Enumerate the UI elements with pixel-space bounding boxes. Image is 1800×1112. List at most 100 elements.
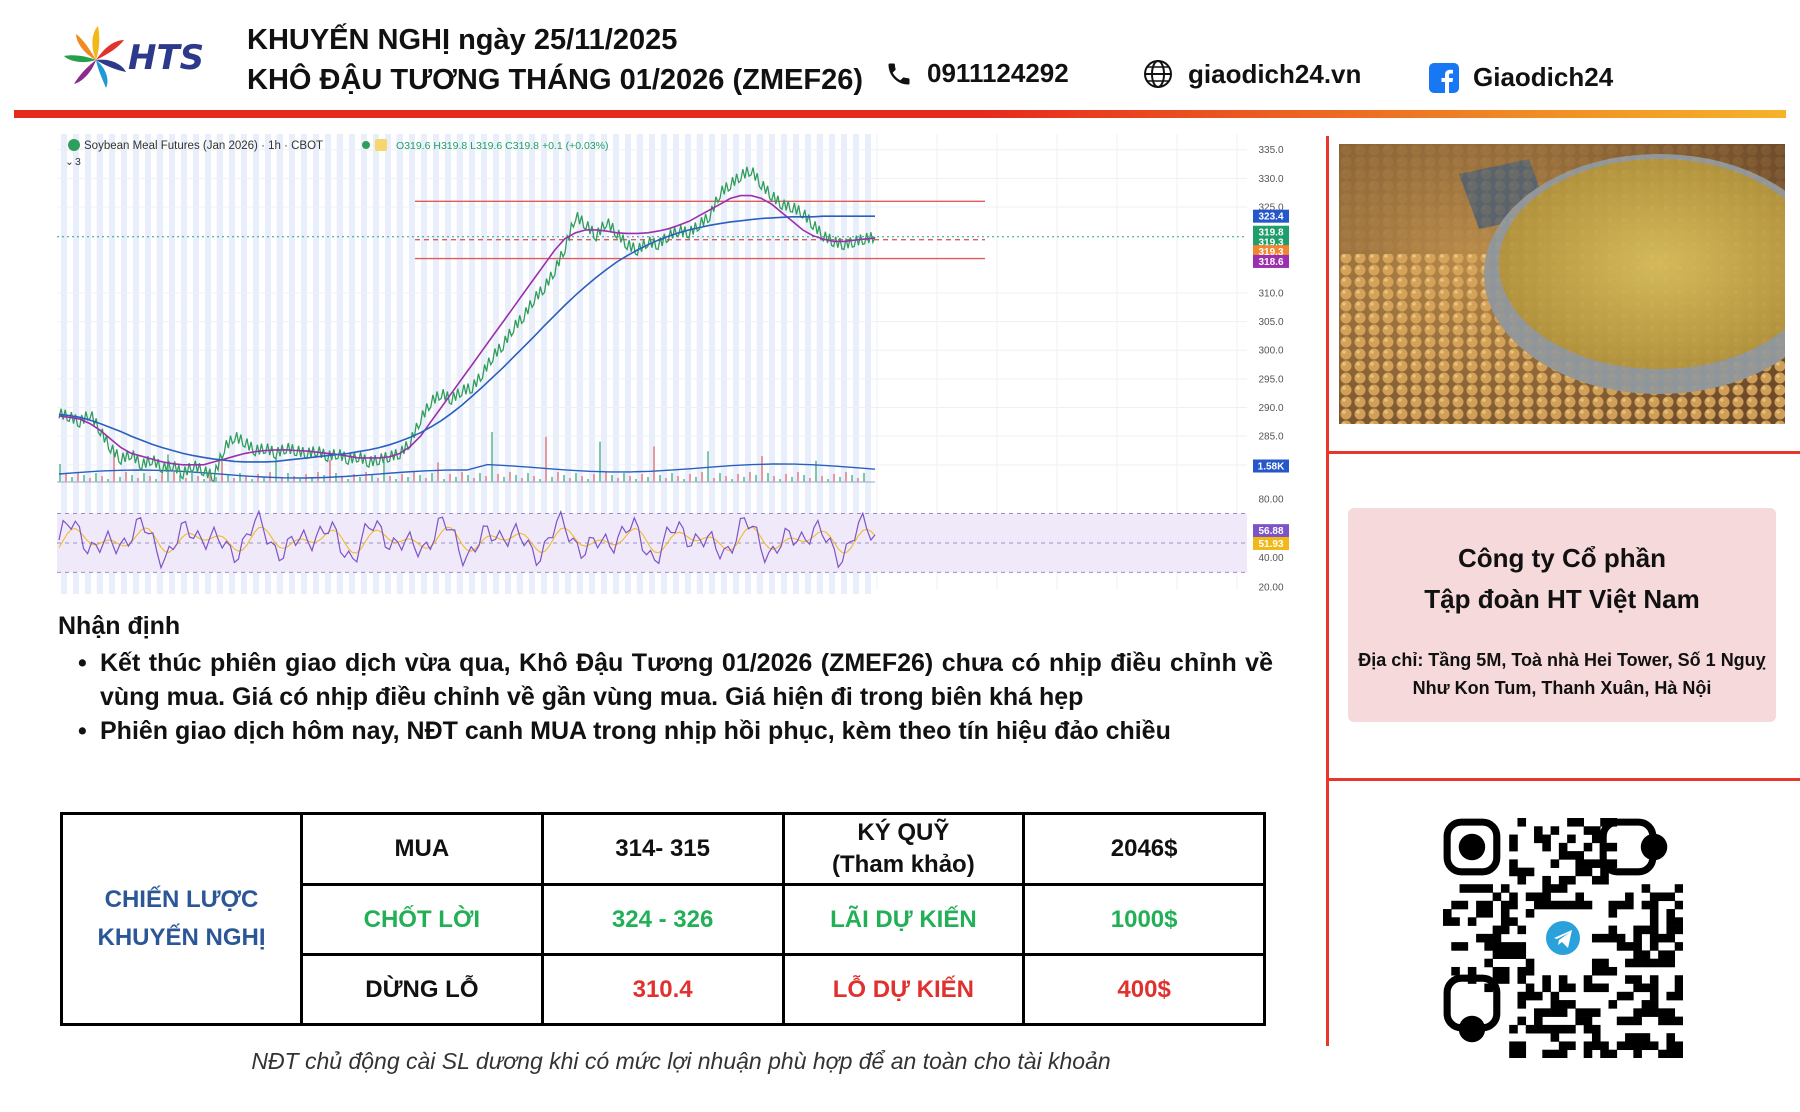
qr-module bbox=[1509, 917, 1518, 926]
phone-contact[interactable]: 0911124292 bbox=[885, 58, 1069, 89]
qr-module bbox=[1625, 942, 1634, 951]
volume-bar bbox=[737, 474, 739, 482]
session-band bbox=[505, 134, 511, 594]
volume-bar bbox=[239, 473, 241, 482]
facebook-contact[interactable]: Giaodich24 bbox=[1429, 62, 1613, 93]
session-band bbox=[817, 134, 823, 594]
qr-module bbox=[1525, 966, 1535, 976]
session-band bbox=[733, 134, 739, 594]
volume-bar bbox=[215, 477, 217, 482]
qr-module bbox=[1649, 975, 1659, 984]
sma-fast-line bbox=[58, 194, 876, 466]
telegram-qr-code[interactable] bbox=[1443, 818, 1683, 1058]
qr-module bbox=[1674, 1016, 1683, 1026]
qr-module bbox=[1534, 826, 1543, 835]
website-contact[interactable]: giaodich24.vn bbox=[1142, 58, 1361, 90]
qr-module bbox=[1608, 859, 1618, 868]
volume-bar bbox=[821, 476, 823, 482]
expected-profit-value: 1000$ bbox=[1022, 883, 1266, 956]
volume-bar bbox=[347, 479, 349, 482]
qr-module bbox=[1616, 900, 1626, 910]
session-band bbox=[457, 134, 463, 594]
session-band bbox=[229, 134, 235, 594]
qr-module bbox=[1666, 991, 1676, 1001]
volume-bar bbox=[179, 475, 181, 482]
qr-module bbox=[1550, 1024, 1560, 1034]
session-band bbox=[397, 134, 403, 594]
qr-module bbox=[1649, 925, 1659, 935]
qr-module bbox=[1641, 1041, 1651, 1051]
volume-bar bbox=[125, 472, 127, 482]
qr-module bbox=[1517, 925, 1527, 935]
volume-bar bbox=[809, 478, 811, 482]
qr-module bbox=[1567, 1000, 1576, 1009]
qr-module bbox=[1583, 1024, 1593, 1034]
volume-bar bbox=[683, 479, 685, 482]
volume-bar bbox=[389, 476, 391, 482]
qr-module bbox=[1591, 859, 1601, 868]
volume-bar bbox=[329, 459, 331, 482]
website-link[interactable]: giaodich24.vn bbox=[1188, 58, 1362, 89]
qr-module bbox=[1600, 875, 1609, 885]
volume-bar bbox=[695, 477, 697, 482]
volume-bar bbox=[641, 474, 643, 482]
volume-bar bbox=[815, 460, 817, 482]
expected-loss-label: LỖ DỰ KIẾN bbox=[781, 953, 1026, 1026]
volume-bar bbox=[563, 475, 565, 482]
volume-bar bbox=[845, 472, 847, 482]
support-resistance-lines bbox=[415, 200, 985, 260]
qr-module bbox=[1550, 859, 1560, 868]
session-band bbox=[301, 134, 307, 594]
qr-module bbox=[1641, 1008, 1651, 1017]
session-band bbox=[205, 134, 211, 594]
volume-bar bbox=[383, 461, 385, 482]
qr-module bbox=[1509, 1041, 1518, 1051]
qr-module bbox=[1542, 892, 1551, 902]
volume-bar bbox=[701, 472, 703, 482]
qr-module bbox=[1583, 842, 1593, 852]
qr-module bbox=[1591, 1008, 1601, 1017]
qr-module bbox=[1641, 958, 1651, 968]
title-line-date: KHUYẾN NGHỊ ngày 25/11/2025 bbox=[247, 24, 678, 56]
volume-bar bbox=[377, 478, 379, 482]
price-tick-label: 330.0 bbox=[1258, 174, 1283, 185]
page-title: KHUYẾN NGHỊ ngày 25/11/2025 KHÔ ĐẬU TƯƠN… bbox=[247, 20, 863, 100]
indicator-count[interactable]: 3 bbox=[75, 156, 81, 168]
qr-module bbox=[1451, 900, 1460, 910]
volume-bar bbox=[491, 432, 493, 482]
qr-module bbox=[1567, 900, 1576, 910]
qr-module bbox=[1641, 950, 1651, 959]
session-band bbox=[793, 134, 799, 594]
volume-bar bbox=[59, 464, 61, 482]
volume-bar bbox=[251, 479, 253, 482]
facebook-page[interactable]: Giaodich24 bbox=[1473, 62, 1614, 92]
volume-bar bbox=[209, 474, 211, 482]
qr-module bbox=[1525, 909, 1535, 918]
qr-module bbox=[1558, 884, 1568, 893]
session-band bbox=[565, 134, 571, 594]
indicator-toggle-icon[interactable]: ⌄ bbox=[65, 156, 74, 168]
qr-module bbox=[1509, 950, 1518, 959]
table-row: CHỐT LỜI 324 - 326 LÃI DỰ KIẾN 1000$ bbox=[62, 883, 1266, 956]
session-band bbox=[649, 134, 655, 594]
price-badge: 319.3 bbox=[1258, 237, 1283, 248]
price-chart[interactable]: 335.0 330.0 325.0 310.0 305.0 300.0 295.0 290.0… bbox=[57, 130, 1307, 595]
qr-module bbox=[1674, 917, 1683, 926]
volume-bar bbox=[833, 474, 835, 482]
stop-loss-label: DỪNG LỖ bbox=[300, 953, 544, 1026]
price-tick-label: 325.0 bbox=[1258, 203, 1283, 214]
volume-bar bbox=[227, 475, 229, 482]
volume-bar bbox=[857, 478, 859, 482]
qr-module bbox=[1500, 925, 1510, 935]
qr-module bbox=[1633, 1016, 1642, 1026]
qr-module bbox=[1558, 900, 1568, 910]
price-badge: 323.4 bbox=[1258, 212, 1283, 223]
qr-module bbox=[1649, 1008, 1659, 1017]
qr-module bbox=[1484, 942, 1493, 951]
qr-module bbox=[1600, 1041, 1609, 1051]
facebook-icon bbox=[1429, 62, 1459, 93]
volume-bar bbox=[155, 479, 157, 482]
volume-bar bbox=[83, 475, 85, 482]
qr-module bbox=[1583, 975, 1593, 984]
qr-module bbox=[1525, 983, 1535, 993]
